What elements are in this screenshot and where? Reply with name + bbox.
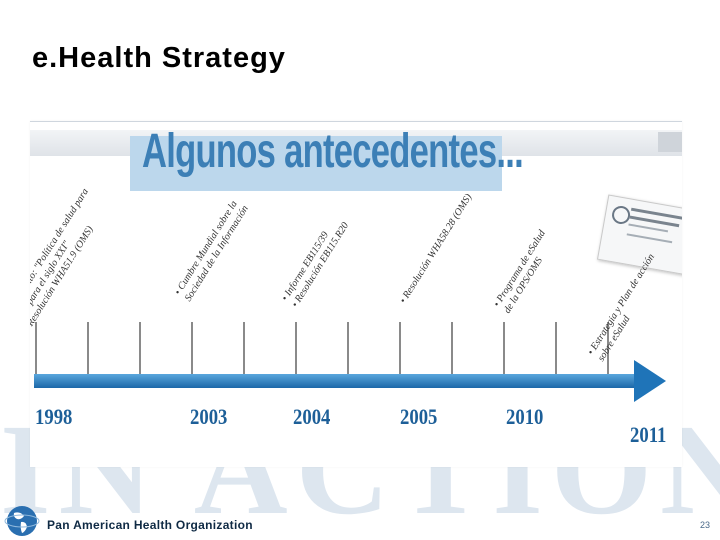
arrow-right-icon xyxy=(634,360,666,402)
timeline-bar xyxy=(34,374,638,388)
panel-heading: Algunos antecedentes... xyxy=(142,125,524,178)
seal-icon xyxy=(610,204,632,226)
year-label-2011: 2011 xyxy=(630,422,667,447)
timeline-axis xyxy=(34,322,666,402)
heading-highlight xyxy=(130,136,502,191)
year-label-2005: 2005 xyxy=(400,404,438,429)
year-label-2004: 2004 xyxy=(293,404,331,429)
page-number: 23 xyxy=(700,520,711,530)
year-label-2010: 2010 xyxy=(506,404,544,429)
year-label-2003: 2003 xyxy=(190,404,228,429)
footer-organization: Pan American Health Organization xyxy=(47,518,253,532)
timeline-ticks xyxy=(35,322,609,374)
year-label-1998: 1998 xyxy=(35,404,73,429)
paho-globe-logo xyxy=(4,506,40,536)
panel-corner-block xyxy=(658,132,682,152)
slide-title: e.Health Strategy xyxy=(32,42,286,74)
timeline-panel: Algunos antecedentes... • Documento: "Po… xyxy=(30,121,682,467)
